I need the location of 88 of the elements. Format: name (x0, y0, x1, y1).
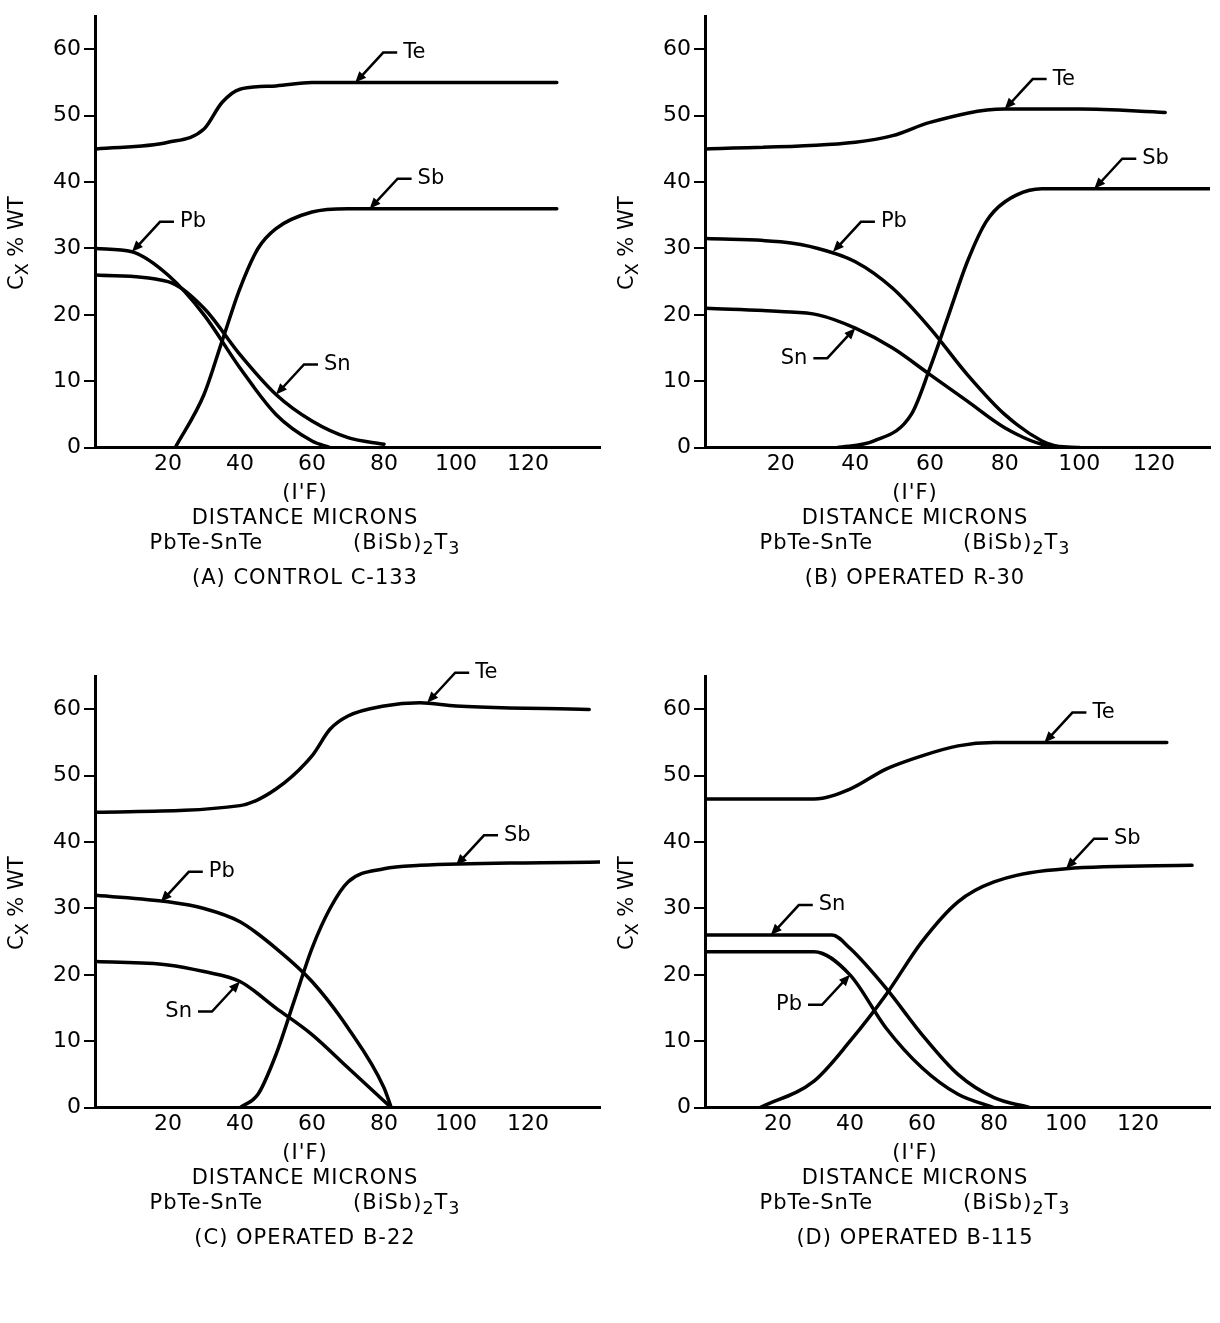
annotation: Sn (165, 997, 192, 1022)
x-tick-label: 60 (298, 1109, 326, 1135)
annotation: Sn (780, 344, 808, 369)
text: PbTe-SnTe (149, 530, 264, 556)
text: (I'F) (891, 1140, 939, 1165)
annotation: Sn (818, 891, 846, 916)
x-tick-label: 60 (908, 1109, 936, 1135)
y-tick-label: 50 (662, 101, 691, 127)
y-tick-label: 10 (662, 1026, 691, 1052)
y-tick-label: 40 (52, 167, 81, 193)
x-axis-title: DISTANCE MICRONS (190, 505, 420, 530)
y-tick-label: 0 (676, 433, 691, 459)
x-tick-label: 120 (1117, 1109, 1159, 1135)
y-tick-label: 50 (662, 761, 691, 787)
y-tick-label: 10 (52, 366, 81, 392)
x-tick-label: 40 (226, 449, 254, 475)
text: (BiSb)$_{2}$T$_{3}$ (353, 530, 461, 561)
x-tick-label: 80 (370, 449, 398, 475)
y-tick-label: 50 (52, 101, 81, 127)
x-tick-label: 120 (507, 449, 549, 475)
x-tick-label: 120 (1133, 449, 1175, 475)
y-tick-label: 20 (662, 300, 691, 326)
text: (BiSb)$_{2}$T$_{3}$ (963, 1190, 1071, 1221)
x-tick-label: 20 (763, 1109, 792, 1135)
text: (A) CONTROL C-133 (191, 565, 419, 591)
y-tick-label: 20 (662, 960, 691, 986)
y-tick-label: 50 (52, 761, 81, 787)
annotation: Sb (417, 165, 445, 190)
y-tick-label: 0 (66, 433, 81, 459)
y-tick-label: 30 (52, 234, 81, 260)
y-tick-label: 40 (52, 827, 81, 853)
annotation: Pb (776, 991, 802, 1016)
x-tick-label: 80 (370, 1109, 398, 1135)
x-tick-label: 20 (153, 1109, 182, 1135)
y-tick-label: 30 (52, 894, 81, 920)
x-tick-label: 80 (980, 1109, 1008, 1135)
text: PbTe-SnTe (759, 530, 874, 556)
x-tick-label: 60 (916, 449, 944, 475)
x-axis-title: DISTANCE MICRONS (800, 505, 1030, 530)
x-tick-label: 40 (841, 449, 870, 475)
annotation: Sb (1142, 145, 1169, 170)
x-tick-label: 60 (298, 449, 326, 475)
y-tick-label: 60 (52, 35, 81, 61)
annotation: Te (402, 39, 426, 64)
x-tick-label: 80 (990, 449, 1019, 475)
x-tick-label: 100 (1045, 1109, 1087, 1135)
y-tick-label: 0 (676, 1093, 691, 1119)
annotation: Sn (324, 350, 351, 375)
annotation: Pb (208, 858, 235, 883)
x-tick-label: 120 (507, 1109, 549, 1135)
y-tick-label: 60 (662, 35, 691, 61)
text: (I'F) (281, 1140, 329, 1165)
y-tick-label: 10 (52, 1026, 81, 1052)
text: PbTe-SnTe (759, 1190, 874, 1216)
y-tick-label: 30 (662, 234, 691, 260)
text: PbTe-SnTe (149, 1190, 264, 1216)
x-tick-label: 40 (226, 1109, 254, 1135)
y-tick-label: 0 (66, 1093, 81, 1119)
annotation: Te (474, 659, 498, 684)
annotation: Te (1091, 699, 1115, 724)
y-tick-label: 20 (52, 960, 81, 986)
x-tick-label: 20 (153, 449, 182, 475)
text: (C) OPERATED B-22 (193, 1225, 417, 1251)
y-tick-label: 10 (662, 366, 691, 392)
text: (BiSb)$_{2}$T$_{3}$ (963, 530, 1071, 561)
y-tick-label: 40 (662, 827, 691, 853)
y-tick-label: 60 (52, 695, 81, 721)
annotation: Sb (1114, 825, 1141, 850)
text: (D) OPERATED B-115 (795, 1225, 1035, 1251)
x-tick-label: 40 (836, 1109, 864, 1135)
x-tick-label: 100 (1058, 449, 1101, 475)
y-tick-label: 20 (52, 300, 81, 326)
annotation: Sb (504, 821, 531, 846)
x-axis-title: DISTANCE MICRONS (800, 1165, 1030, 1190)
x-tick-label: 20 (766, 449, 795, 475)
y-tick-label: 40 (662, 167, 691, 193)
text: (I'F) (891, 480, 939, 505)
text: (BiSb)$_{2}$T$_{3}$ (353, 1190, 461, 1221)
annotation: Te (1051, 65, 1075, 90)
annotation: Pb (179, 208, 206, 233)
y-tick-label: 30 (662, 894, 691, 920)
x-axis-title: DISTANCE MICRONS (190, 1165, 420, 1190)
y-tick-label: 60 (662, 695, 691, 721)
text: (B) OPERATED R-30 (803, 565, 1027, 591)
annotation: Pb (880, 208, 907, 233)
x-tick-label: 100 (435, 1109, 477, 1135)
x-tick-label: 100 (435, 449, 477, 475)
text: (I'F) (281, 480, 329, 505)
